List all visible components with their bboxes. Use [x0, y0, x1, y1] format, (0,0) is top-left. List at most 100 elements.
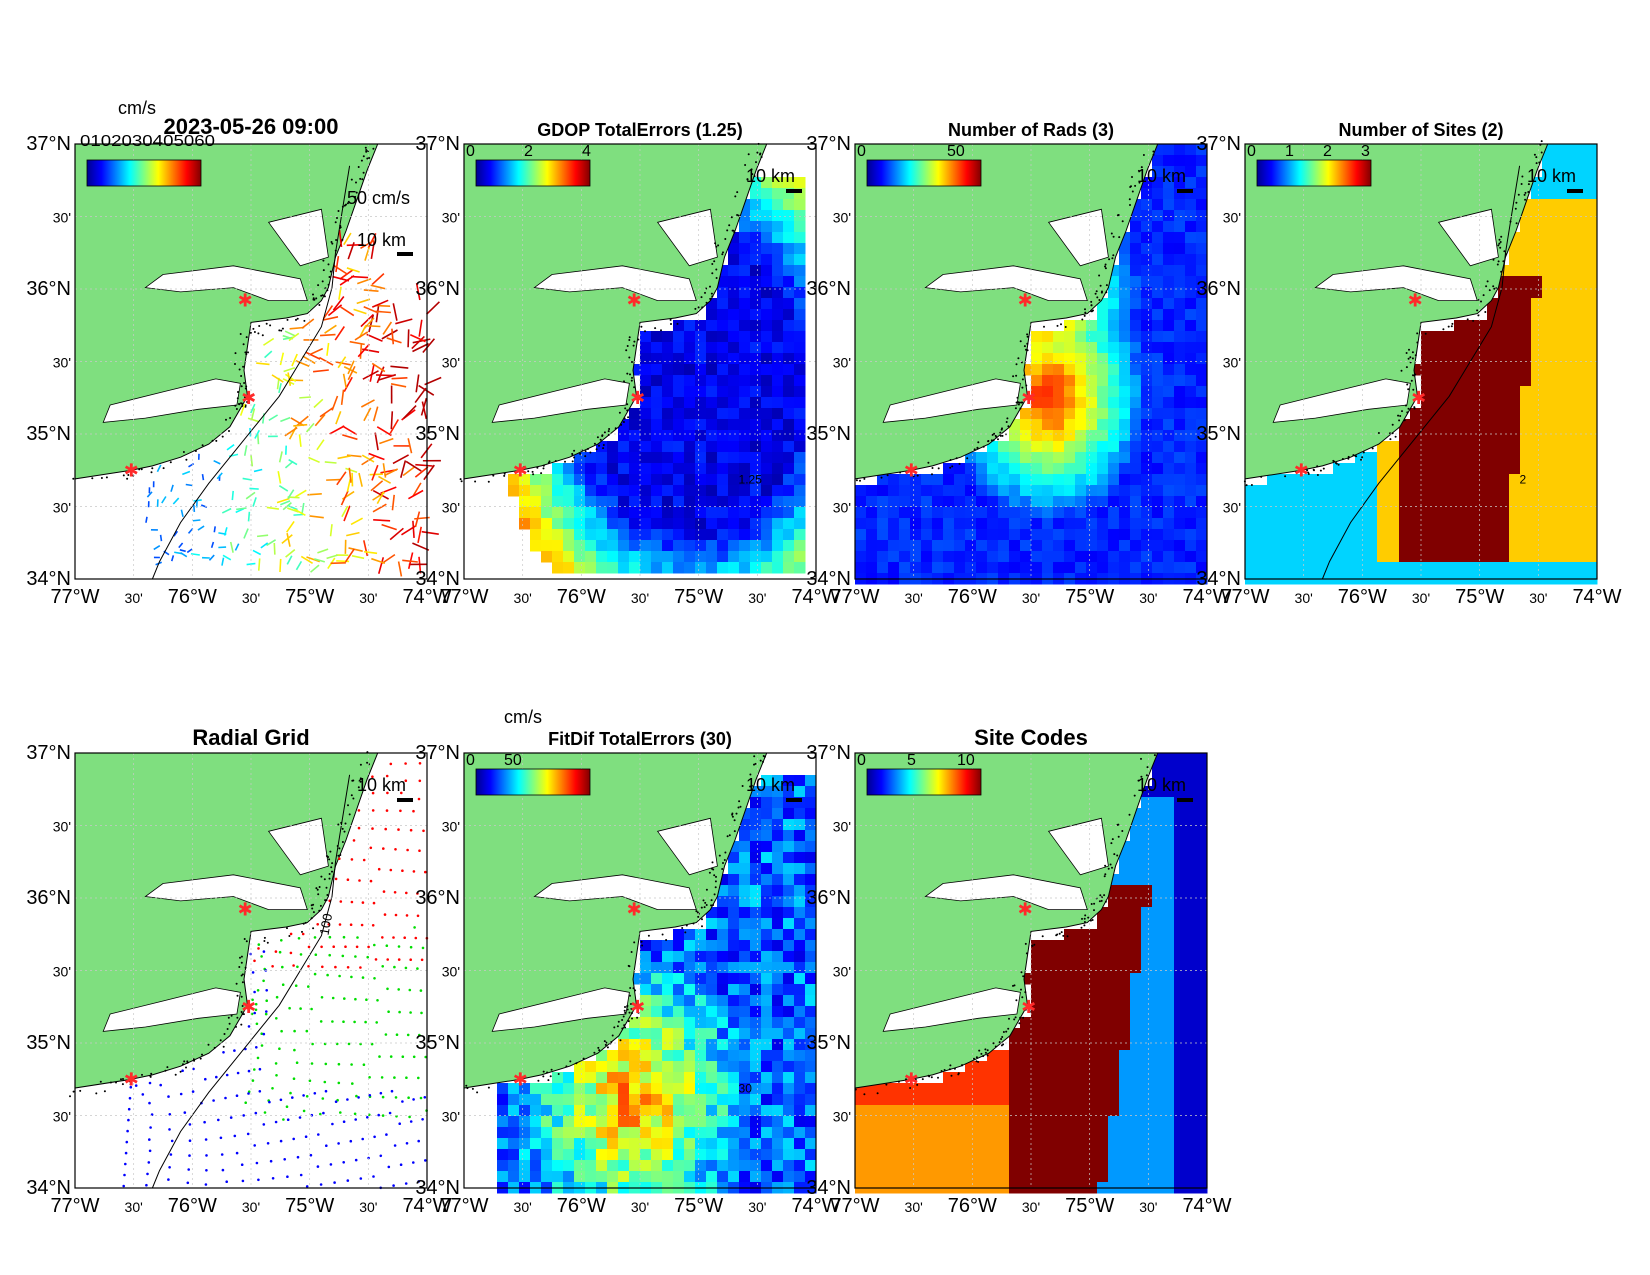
field-cell [1185, 940, 1197, 952]
field-cell [1267, 518, 1279, 530]
current-arrow [298, 434, 302, 447]
radial-point [371, 827, 374, 830]
radial-point [381, 965, 385, 968]
field-cell [1454, 518, 1466, 530]
field-cell [717, 1050, 729, 1062]
coast-dot [1005, 421, 1008, 423]
field-cell [1174, 364, 1186, 376]
radial-point [262, 1032, 266, 1036]
current-arrow [286, 533, 291, 547]
coast-dot [1090, 300, 1093, 303]
field-cell [1454, 485, 1466, 497]
current-arrow [260, 542, 269, 549]
sound-water [1437, 208, 1499, 267]
current-arrow [358, 472, 363, 487]
field-cell [1119, 364, 1131, 376]
field-cell [1174, 1160, 1186, 1172]
field-cell [761, 463, 773, 475]
field-cell [618, 507, 630, 519]
coast-dot [564, 460, 566, 463]
field-cell [1586, 232, 1598, 244]
field-cell [761, 786, 773, 798]
field-cell [1009, 540, 1021, 552]
coast-dot [312, 903, 315, 906]
field-cell [651, 463, 663, 475]
coast-dot [242, 343, 245, 346]
field-cell [1130, 452, 1142, 464]
field-cell [1163, 995, 1175, 1007]
field-cell [1311, 496, 1323, 508]
coast-dot [1098, 900, 1101, 903]
field-cell [1086, 1094, 1098, 1106]
field-cell [1267, 540, 1279, 552]
field-cell [717, 1105, 729, 1117]
field-cell [640, 331, 652, 343]
field-cell [1487, 375, 1499, 387]
field-cell [640, 1138, 652, 1150]
radial-point [310, 1007, 313, 1011]
field-cell [1575, 463, 1587, 475]
site-marker: ✱ [513, 1069, 528, 1089]
field-cell [596, 529, 608, 541]
field-cell [1498, 276, 1510, 288]
coast-dot [608, 428, 611, 430]
field-cell [1185, 331, 1197, 343]
current-arrow [340, 306, 355, 317]
field-cell [618, 419, 630, 431]
field-cell [1476, 375, 1488, 387]
field-cell [1410, 364, 1422, 376]
field-cell [1031, 1017, 1043, 1029]
field-cell [717, 298, 729, 310]
field-cell [1064, 452, 1076, 464]
field-cell [607, 1160, 619, 1172]
field-cell [921, 1105, 933, 1117]
field-cell [998, 496, 1010, 508]
field-cell [1465, 320, 1477, 332]
coast-dot [263, 940, 266, 942]
field-cell [1531, 562, 1543, 574]
coast-dot [990, 439, 993, 442]
field-cell [761, 1116, 773, 1128]
field-cell [1053, 940, 1065, 952]
coast-dot [238, 966, 241, 968]
field-cell [772, 896, 784, 908]
coast-dot [573, 449, 576, 452]
field-cell [1377, 540, 1389, 552]
field-cell [1130, 254, 1142, 266]
sound-water [882, 987, 1021, 1032]
radial-point [401, 1055, 405, 1058]
current-arrow [242, 477, 253, 481]
field-cell [805, 874, 817, 886]
field-cell [1333, 540, 1345, 552]
field-cell [750, 995, 762, 1007]
field-cell [1196, 562, 1208, 574]
current-arrow [317, 548, 329, 554]
field-cell [772, 962, 784, 974]
current-arrow [411, 335, 425, 350]
radial-point [371, 924, 375, 927]
coast-dot [705, 888, 708, 891]
current-arrow [359, 343, 363, 359]
coast-dot [733, 231, 736, 234]
field-cell [1053, 1127, 1065, 1139]
field-cell [1575, 386, 1587, 398]
field-cell [1075, 496, 1087, 508]
radial-point [293, 1029, 296, 1033]
field-cell [772, 1094, 784, 1106]
field-cell [1152, 1116, 1164, 1128]
field-cell [1042, 1061, 1054, 1073]
field-cell [695, 1017, 707, 1029]
field-cell [1410, 562, 1422, 574]
sound-water [882, 378, 1021, 423]
field-cell [1064, 331, 1076, 343]
field-cell [1042, 1039, 1054, 1051]
field-cell [1289, 496, 1301, 508]
colorbar [475, 159, 591, 187]
field-cell [1498, 507, 1510, 519]
field-cell [888, 1083, 900, 1095]
field-cell [794, 199, 806, 211]
field-cell [640, 1105, 652, 1117]
field-cell [1064, 1138, 1076, 1150]
field-cell [739, 232, 751, 244]
field-cell [1086, 529, 1098, 541]
